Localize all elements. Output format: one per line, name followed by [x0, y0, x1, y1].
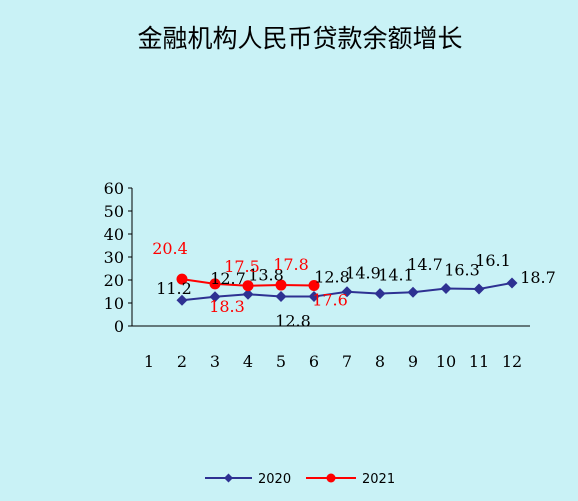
series-2020: [176, 277, 518, 306]
x-tick-label: 7: [342, 352, 352, 371]
y-tick-label: 20: [104, 271, 124, 290]
data-label-2020: 12.8: [314, 268, 350, 287]
data-label-2021: 17.6: [312, 291, 348, 310]
data-label-2020: 12.7: [210, 269, 246, 288]
chart-title: 金融机构人民币贷款余额增长: [137, 24, 462, 53]
data-label-2020: 11.2: [156, 279, 192, 298]
y-tick-label: 60: [104, 179, 124, 198]
data-label-2021: 20.4: [152, 239, 188, 258]
data-point-2020: [407, 286, 419, 298]
x-tick-label: 9: [408, 352, 418, 371]
x-tick-label: 1: [144, 352, 154, 371]
y-tick-label: 0: [114, 317, 124, 336]
y-tick-label: 50: [104, 202, 124, 221]
legend-item-2020: 2020: [205, 472, 291, 487]
data-point-2020: [440, 283, 452, 295]
data-point-2020: [308, 291, 320, 303]
legend-label: 2020: [258, 472, 291, 487]
data-point-2020: [275, 291, 287, 303]
data-point-2021: [275, 279, 287, 291]
data-label-2021: 17.8: [273, 255, 309, 274]
data-point-2020: [374, 288, 386, 300]
data-label-2020: 14.7: [407, 255, 443, 274]
data-label-2020: 16.3: [444, 261, 480, 280]
data-point-2020: [473, 283, 485, 295]
data-label-2020: 14.1: [378, 266, 414, 285]
legend-label: 2021: [362, 472, 395, 487]
data-point-2021: [176, 273, 188, 285]
data-point-2021: [308, 280, 320, 292]
data-label-2020: 12.8: [275, 312, 311, 331]
y-tick-label: 40: [104, 225, 124, 244]
x-tick-label: 12: [502, 352, 522, 371]
x-tick-label: 2: [177, 352, 187, 371]
y-tick-label: 10: [104, 294, 124, 313]
x-tick-label: 10: [436, 352, 456, 371]
x-tick-label: 3: [210, 352, 220, 371]
data-point-2020: [506, 277, 518, 289]
data-label-2021: 17.5: [224, 257, 260, 276]
data-label-2020: 13.8: [248, 265, 284, 284]
data-labels: 11.212.7 13.812.812.814.914.114.7 16.316.1…: [152, 239, 556, 330]
data-point-2020: [242, 288, 254, 300]
data-label-2020: 14.9: [345, 264, 381, 283]
data-label-2021: 18.3: [209, 297, 245, 316]
data-point-2020: [341, 286, 353, 298]
series-layer: [176, 273, 518, 306]
data-label-2020: 16.1: [475, 251, 511, 270]
data-point-2021: [242, 280, 254, 292]
series-2021: [176, 273, 320, 292]
legend-marker: [224, 473, 233, 483]
x-tick-label: 8: [375, 352, 385, 371]
x-tick-label: 6: [309, 352, 319, 371]
y-tick-label: 30: [104, 248, 124, 267]
data-point-2020: [176, 294, 188, 306]
data-label-2020: 18.7: [520, 268, 556, 287]
legend-marker: [326, 473, 336, 483]
legend: 2020 2021: [205, 472, 395, 487]
legend-item-2021: 2021: [306, 472, 395, 487]
x-tick-label: 5: [276, 352, 286, 371]
x-tick-label: 11: [469, 352, 489, 371]
data-point-2021: [209, 278, 221, 290]
x-tick-label: 4: [243, 352, 253, 371]
data-point-2020: [209, 291, 221, 303]
